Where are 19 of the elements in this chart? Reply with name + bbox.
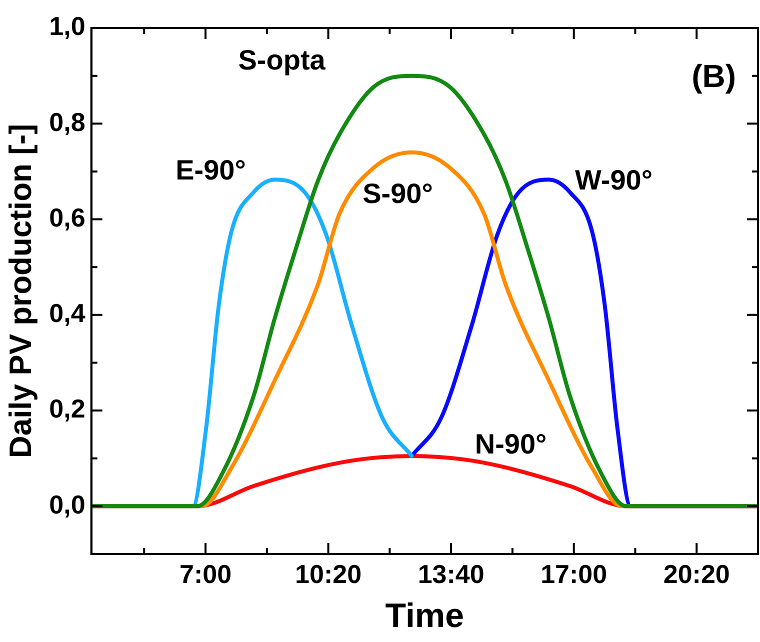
series-label: W-90°	[575, 164, 653, 196]
x-axis-title: Time	[385, 596, 464, 635]
y-tick-label: 0,0	[49, 489, 86, 520]
series-label: S-90°	[362, 178, 433, 210]
y-tick-label: 0,8	[49, 106, 86, 137]
x-tick-label: 10:20	[295, 558, 362, 589]
series-label: E-90°	[176, 154, 246, 186]
x-tick-label: 13:40	[418, 558, 484, 589]
series-label: S-opta	[238, 44, 326, 76]
y-tick-label: 0,4	[49, 298, 86, 328]
x-tick-label: 17:00	[540, 558, 608, 589]
series-label: N-90°	[474, 428, 547, 460]
y-tick-label: 0,2	[49, 394, 86, 424]
y-tick-label: 0,6	[49, 202, 86, 232]
y-axis-title: Daily PV production [-]	[3, 124, 38, 458]
x-tick-label: 20:20	[663, 558, 730, 589]
annotation: (B)	[692, 58, 736, 94]
x-tick-label: 7:00	[180, 558, 232, 589]
y-tick-label: 1,0	[49, 11, 86, 42]
